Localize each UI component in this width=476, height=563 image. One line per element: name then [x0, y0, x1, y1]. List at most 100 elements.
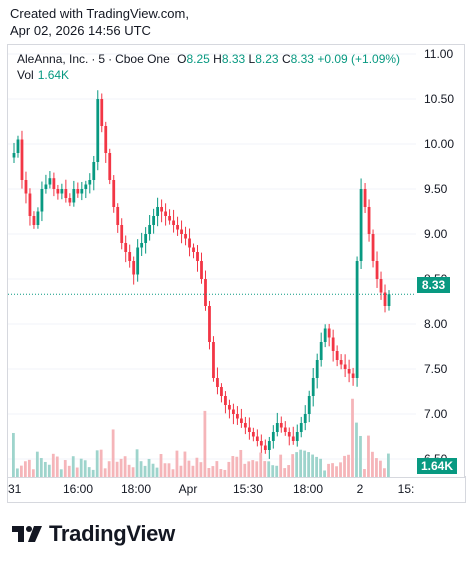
candle-body — [180, 229, 183, 234]
candle-body — [291, 436, 295, 441]
volume-bar — [75, 467, 79, 477]
close-value: 8.33 — [290, 52, 314, 66]
created-with-text: Created with TradingView.com, — [10, 6, 189, 21]
candle-body — [212, 342, 215, 378]
candle-body — [192, 247, 195, 252]
volume-bar — [103, 468, 107, 477]
timestamp-text: Apr 02, 2026 14:56 UTC — [10, 23, 151, 38]
candle-body — [132, 261, 136, 275]
volume-bar — [171, 469, 175, 477]
candle-body — [44, 184, 48, 189]
time-tick-label: 15:30 — [233, 482, 263, 496]
volume-label: Vol — [17, 68, 34, 82]
candle-body — [271, 432, 275, 441]
candle-body — [267, 441, 271, 450]
volume-legend: Vol 1.64K — [17, 68, 69, 82]
symbol-name[interactable]: AleAnna, Inc. — [17, 52, 89, 66]
candle-body — [96, 99, 100, 162]
volume-bar — [79, 458, 83, 477]
candle-body — [160, 207, 163, 212]
volume-bar — [27, 459, 31, 477]
candle-body — [367, 207, 371, 234]
price-tick-label: 9.50 — [424, 182, 448, 196]
price-axis[interactable]: 11.0010.5010.009.509.008.508.007.507.006… — [416, 44, 465, 478]
volume-value: 1.64K — [37, 68, 70, 82]
candle-body — [32, 216, 36, 225]
close-label: C — [281, 52, 291, 66]
volume-bar — [51, 453, 55, 477]
time-tick-label: 16:00 — [63, 482, 93, 496]
candle-body — [347, 369, 351, 374]
time-axis[interactable]: 31 16:00 18:00 Apr 15:30 18:00 2 15: — [7, 476, 466, 503]
interval-value: 5 — [98, 52, 106, 66]
candle-body — [220, 387, 223, 396]
volume-bar — [47, 464, 51, 477]
candle-body — [343, 364, 347, 369]
time-tick-label: 18:00 — [293, 482, 323, 496]
volume-bar — [331, 463, 334, 477]
price-tick-label: 7.50 — [424, 362, 448, 376]
volume-bar — [187, 460, 191, 477]
volume-bar — [323, 470, 326, 477]
price-tick-label: 10.00 — [424, 137, 454, 151]
candle-body — [251, 432, 255, 437]
candle-body — [148, 225, 152, 234]
candle-body — [279, 423, 283, 428]
volume-bar — [55, 456, 59, 477]
separator-dot: · — [91, 52, 96, 66]
volume-bar — [63, 460, 67, 477]
volume-bar — [367, 435, 370, 477]
volume-bar — [135, 449, 139, 477]
volume-bar — [315, 456, 318, 477]
time-tick-label: 31 — [8, 482, 22, 496]
candle-body — [24, 180, 28, 194]
candle-body — [236, 414, 239, 419]
separator-dot: · — [108, 52, 113, 66]
candle-body — [255, 436, 259, 441]
volume-bar — [303, 450, 307, 477]
volume-bar — [351, 398, 354, 477]
volume-bar — [363, 469, 366, 477]
change-value: +0.09 (+1.09%) — [317, 52, 401, 66]
low-label: L — [248, 52, 256, 66]
volume-bar — [123, 456, 127, 477]
volume-bar — [347, 454, 350, 477]
volume-bar — [179, 465, 183, 477]
chart-panel[interactable] — [7, 44, 418, 478]
candle-body — [307, 396, 311, 414]
volume-bar — [371, 451, 374, 477]
volume-bar — [115, 461, 119, 477]
candle-body — [295, 432, 299, 441]
candle-body — [176, 225, 179, 230]
candle-body — [204, 279, 207, 306]
candle-body — [88, 180, 92, 185]
volume-bar — [163, 463, 167, 477]
volume-bar — [207, 468, 211, 477]
volume-bar — [183, 451, 187, 477]
candle-body — [303, 414, 307, 423]
volume-bar — [203, 410, 207, 477]
candle-body — [60, 189, 64, 194]
volume-bar — [339, 462, 342, 477]
candle-body — [319, 342, 323, 360]
candle-body — [112, 180, 116, 207]
volume-bar — [159, 453, 163, 477]
volume-bar — [251, 460, 255, 477]
volume-bar — [235, 456, 239, 477]
volume-bar — [107, 461, 111, 477]
volume-bar — [35, 451, 39, 477]
volume-bar — [15, 468, 19, 477]
candle-body — [128, 252, 132, 261]
candle-body — [243, 423, 247, 428]
candle-body — [359, 189, 363, 261]
volume-bar — [375, 458, 378, 477]
volume-bar — [355, 422, 358, 477]
volume-bar — [12, 432, 15, 477]
candle-body — [52, 178, 56, 189]
volume-bar — [195, 457, 199, 477]
volume-bar — [39, 458, 43, 477]
volume-bar — [223, 469, 227, 477]
volume-bar — [151, 463, 155, 477]
volume-bar — [383, 468, 386, 477]
candle-body — [208, 306, 211, 342]
